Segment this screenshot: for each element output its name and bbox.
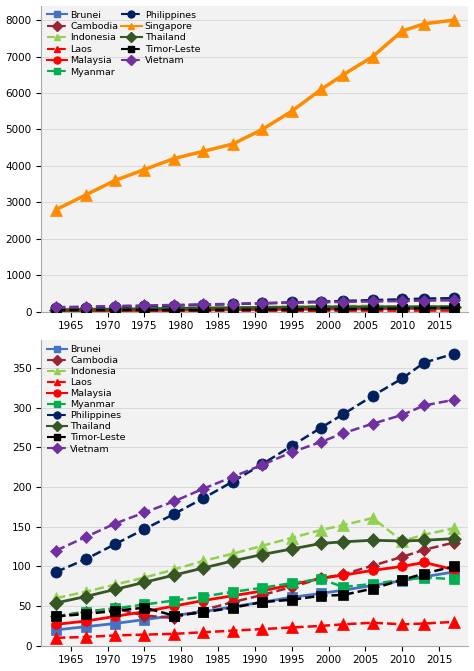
Legend: Brunei, Cambodia, Indonesia, Laos, Malaysia, Myanmar, Philippines, Thailand, Tim: Brunei, Cambodia, Indonesia, Laos, Malay…: [43, 341, 129, 458]
Legend: Brunei, Cambodia, Indonesia, Laos, Malaysia, Myanmar, Philippines, Singapore, Th: Brunei, Cambodia, Indonesia, Laos, Malay…: [43, 7, 204, 81]
